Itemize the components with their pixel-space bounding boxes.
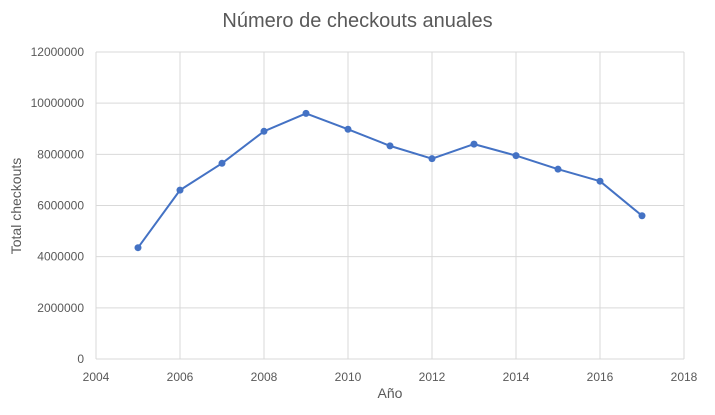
y-tick-label: 4000000 — [37, 250, 84, 264]
y-tick-label: 2000000 — [37, 301, 84, 315]
x-axis-label: Año — [377, 385, 403, 401]
data-point — [386, 142, 394, 150]
data-point — [344, 125, 352, 133]
data-point — [302, 109, 310, 117]
x-tick-label: 2010 — [335, 370, 362, 384]
x-tick-label: 2014 — [503, 370, 530, 384]
data-point — [134, 244, 142, 252]
data-point — [428, 155, 436, 163]
x-tick-label: 2008 — [251, 370, 278, 384]
x-tick-label: 2012 — [419, 370, 446, 384]
x-tick-label: 2018 — [671, 370, 698, 384]
y-tick-label: 10000000 — [31, 96, 85, 110]
chart-title: Número de checkouts anuales — [222, 10, 493, 32]
data-point — [596, 177, 604, 185]
y-tick-label: 6000000 — [37, 199, 84, 213]
data-point — [638, 212, 646, 220]
data-point — [470, 140, 478, 148]
y-axis-label: Total checkouts — [8, 157, 24, 255]
data-point — [554, 165, 562, 173]
x-tick-label: 2016 — [587, 370, 614, 384]
data-point — [512, 152, 520, 160]
y-tick-label: 0 — [77, 352, 84, 366]
series-line — [137, 112, 643, 249]
x-tick-label: 2004 — [83, 370, 110, 384]
data-point — [218, 159, 226, 167]
data-point — [260, 127, 268, 135]
y-tick-label: 8000000 — [37, 147, 84, 161]
y-tick-label: 12000000 — [31, 45, 85, 59]
x-tick-label: 2006 — [167, 370, 194, 384]
data-point — [176, 186, 184, 194]
